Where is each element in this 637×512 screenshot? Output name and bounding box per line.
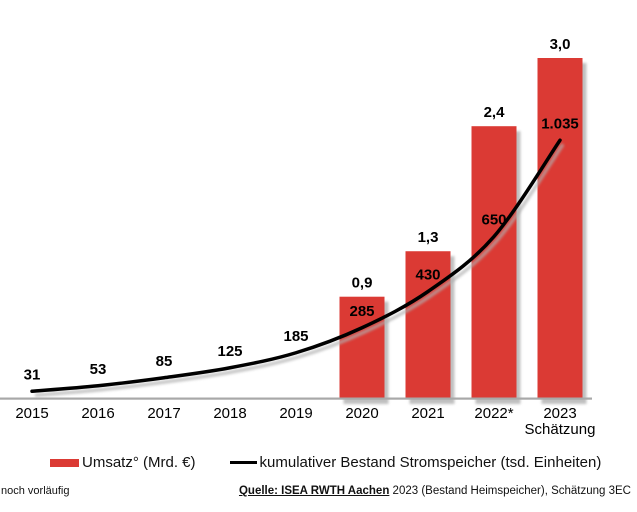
- x-axis-line: [0, 397, 592, 400]
- line-series: [30, 138, 565, 397]
- x-axis-label-2020: 2020: [345, 405, 378, 422]
- source-detail: 2023 (Bestand Heimspeicher), Schätzung 3…: [389, 485, 631, 497]
- bar-value-label-2022*: 2,4: [484, 104, 506, 121]
- legend-line-swatch-icon: [229, 461, 257, 464]
- x-axis-sublabel-Schätzung: Schätzung: [525, 421, 596, 438]
- line-value-label-2022*: 650: [481, 212, 506, 229]
- line-value-label-2017: 85: [156, 353, 173, 370]
- bar-2022*: [471, 126, 517, 399]
- legend-bar-label: Umsatz° (Mrd. €): [82, 454, 196, 471]
- x-axis-label-2021: 2021: [411, 405, 444, 422]
- plot-area: 0,9 1,3 2,4 3,0 31 53 85 125 185 285 430 650 1.035 2…: [0, 36, 595, 438]
- line-value-label-2018: 125: [217, 343, 242, 360]
- x-axis: [0, 397, 592, 400]
- line-value-label-2021: 430: [415, 267, 440, 284]
- x-axis-label-2017: 2017: [147, 405, 180, 422]
- bar-value-label-2021: 1,3: [418, 229, 439, 246]
- bar-2021: [405, 251, 451, 399]
- x-axis-labels: 2015 2016 2017 2018 2019 2020 2021 2022* 2023Sch…: [15, 405, 595, 438]
- legend-line-label: kumulativer Bestand Stromspeicher (tsd. …: [259, 454, 602, 471]
- line-value-label-2020: 285: [349, 303, 374, 320]
- x-axis-label-2019: 2019: [279, 405, 312, 422]
- line-kumulativer-bestand: [30, 138, 562, 393]
- legend-item-bestand: kumulativer Bestand Stromspeicher (tsd. …: [229, 454, 602, 471]
- line-shadow: [34, 143, 565, 397]
- line-value-label-2023: 1.035: [541, 115, 579, 132]
- line-value-label-2019: 185: [283, 328, 308, 345]
- source-line: Quelle: ISEA RWTH Aachen 2023 (Bestand H…: [239, 485, 631, 497]
- x-axis-label-2018: 2018: [213, 405, 246, 422]
- x-axis-label-2022*: 2022*: [474, 405, 513, 422]
- data-labels: 0,9 1,3 2,4 3,0 31 53 85 125 185 285 430 650 1.035: [24, 36, 579, 383]
- legend-item-umsatz: Umsatz° (Mrd. €): [50, 454, 196, 471]
- footnote: noch vorläufig: [1, 485, 70, 497]
- line-value-label-2015: 31: [24, 366, 41, 383]
- line-value-label-2016: 53: [90, 361, 107, 378]
- bar-2020: [339, 296, 385, 399]
- x-axis-label-2015: 2015: [15, 405, 48, 422]
- legend-bar-swatch-icon: [50, 458, 79, 467]
- source-citation: Quelle: ISEA RWTH Aachen: [238, 485, 390, 497]
- bar-2023: [537, 58, 583, 399]
- legend: Umsatz° (Mrd. €) kumulativer Bestand Str…: [50, 454, 601, 471]
- bar-value-label-2023: 3,0: [550, 36, 571, 53]
- x-axis-label-2016: 2016: [81, 405, 114, 422]
- x-axis-label-2023: 2023: [543, 405, 576, 422]
- bar-value-label-2020: 0,9: [352, 275, 373, 292]
- bar-series: [339, 58, 583, 399]
